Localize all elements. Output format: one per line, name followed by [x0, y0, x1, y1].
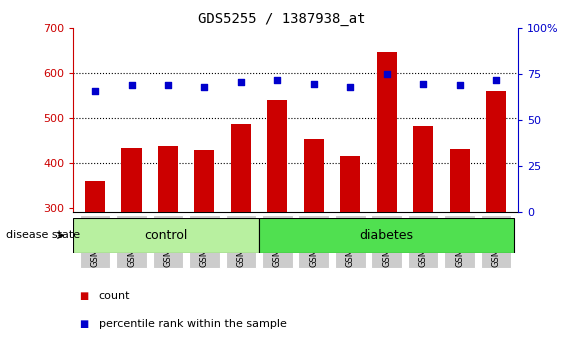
FancyBboxPatch shape: [259, 218, 515, 253]
Bar: [450, 149, 470, 343]
Point: [309, 81, 318, 86]
Bar: [304, 139, 324, 343]
FancyBboxPatch shape: [335, 215, 365, 268]
Text: percentile rank within the sample: percentile rank within the sample: [99, 319, 287, 329]
FancyBboxPatch shape: [262, 215, 293, 268]
Point: [91, 88, 100, 94]
FancyBboxPatch shape: [372, 215, 402, 268]
FancyBboxPatch shape: [73, 218, 259, 253]
Text: disease state: disease state: [6, 230, 80, 240]
Point: [236, 79, 245, 85]
Bar: [158, 146, 178, 343]
Text: GSM399093: GSM399093: [127, 216, 136, 267]
Point: [491, 77, 501, 83]
FancyBboxPatch shape: [444, 215, 475, 268]
FancyBboxPatch shape: [153, 215, 184, 268]
FancyBboxPatch shape: [80, 215, 110, 268]
Point: [346, 84, 355, 90]
FancyBboxPatch shape: [298, 215, 329, 268]
Text: GSM399109: GSM399109: [346, 216, 355, 267]
Text: GSM399116: GSM399116: [491, 216, 501, 267]
FancyBboxPatch shape: [481, 215, 511, 268]
FancyBboxPatch shape: [408, 215, 439, 268]
Text: GSM399115: GSM399115: [455, 216, 464, 267]
Bar: [85, 181, 105, 343]
Bar: [413, 126, 433, 343]
Text: control: control: [145, 229, 188, 242]
Bar: [194, 150, 215, 343]
Bar: [340, 156, 360, 343]
Point: [127, 82, 136, 88]
Point: [200, 84, 209, 90]
FancyBboxPatch shape: [189, 215, 220, 268]
Text: GDS5255 / 1387938_at: GDS5255 / 1387938_at: [198, 12, 365, 27]
Point: [455, 82, 464, 88]
Bar: [267, 100, 287, 343]
Text: GSM399098: GSM399098: [200, 216, 209, 267]
Point: [382, 72, 391, 77]
Text: ■: ■: [79, 291, 88, 301]
Point: [419, 81, 428, 86]
Point: [163, 82, 172, 88]
FancyBboxPatch shape: [226, 215, 256, 268]
Bar: [231, 124, 251, 343]
Text: GSM399102: GSM399102: [273, 216, 282, 267]
Bar: [486, 91, 506, 343]
Text: GSM399114: GSM399114: [419, 216, 428, 267]
Text: ■: ■: [79, 319, 88, 329]
Text: GSM399099: GSM399099: [236, 216, 245, 267]
Point: [273, 77, 282, 83]
Text: GSM399104: GSM399104: [309, 216, 318, 267]
Bar: [122, 148, 141, 343]
FancyBboxPatch shape: [116, 215, 147, 268]
Bar: [377, 52, 397, 343]
Text: count: count: [99, 291, 130, 301]
Text: diabetes: diabetes: [360, 229, 414, 242]
Text: GSM399112: GSM399112: [382, 216, 391, 267]
Text: GSM399096: GSM399096: [163, 216, 172, 267]
Text: GSM399092: GSM399092: [91, 216, 100, 267]
